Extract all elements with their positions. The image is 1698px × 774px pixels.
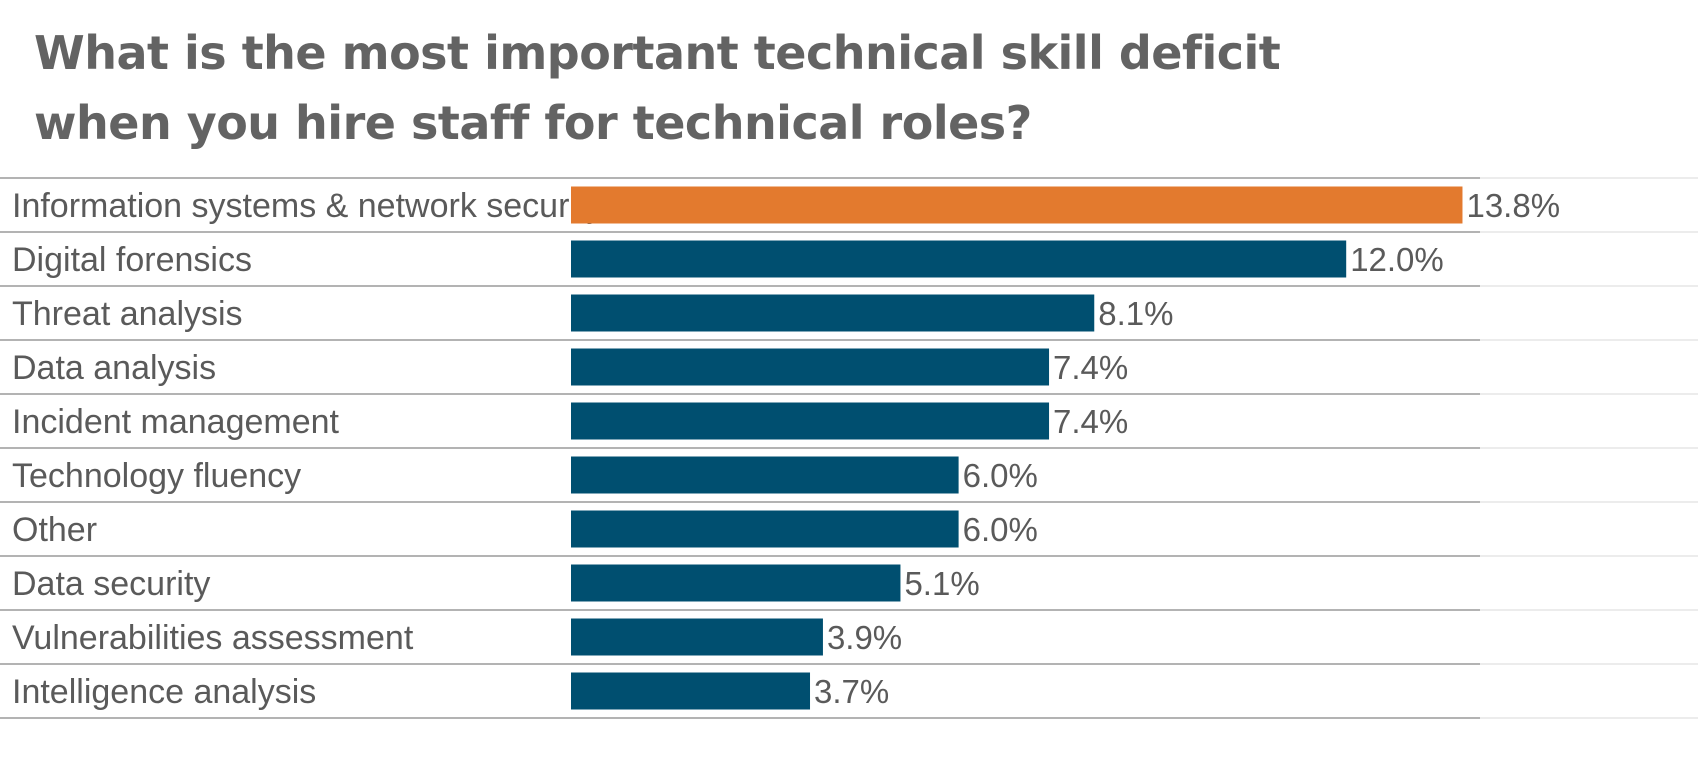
category-label: Vulnerabilities assessment [12,619,414,657]
category-label: Threat analysis [12,295,243,333]
bar [571,186,1463,224]
chart-title: What is the most important technical ski… [34,18,1534,158]
value-label: 7.4% [1053,349,1128,386]
bar [571,564,901,602]
value-label: 8.1% [1098,295,1173,332]
value-label: 13.8% [1466,187,1560,224]
category-label: Information systems & network security [12,187,603,225]
value-label: 5.1% [904,565,979,602]
value-label: 3.9% [827,619,902,656]
bar [571,456,959,494]
category-label: Data analysis [12,349,216,387]
bar [571,348,1050,386]
category-label: Technology fluency [12,457,301,495]
bar [571,618,823,656]
bar [571,510,959,548]
category-label: Other [12,511,97,549]
value-label: 7.4% [1053,403,1128,440]
category-label: Data security [12,565,210,603]
category-label: Digital forensics [12,241,252,279]
bar [571,240,1347,278]
value-label: 6.0% [963,457,1038,494]
chart-title-line-1: What is the most important technical ski… [34,26,1281,80]
bar [571,294,1095,332]
value-label: 12.0% [1350,241,1444,278]
chart-rows: Information systems & network security 13… [0,177,1698,719]
category-label: Intelligence analysis [12,673,316,711]
category-label: Incident management [12,403,340,441]
bar [571,672,811,710]
value-label: 3.7% [814,673,889,710]
value-label: 6.0% [963,511,1038,548]
bar [571,402,1050,440]
chart-title-line-2: when you hire staff for technical roles? [34,96,1032,150]
